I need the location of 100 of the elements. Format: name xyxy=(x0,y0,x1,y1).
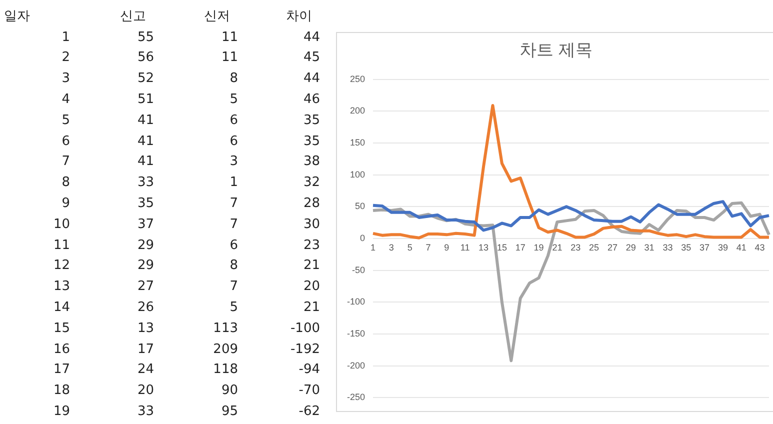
y-tick-label: 13 xyxy=(52,278,71,296)
data-label: 52 xyxy=(136,70,155,88)
x-tick-label: 19 xyxy=(534,242,544,252)
data-label: 8 xyxy=(228,257,239,276)
data-label: 35 xyxy=(302,132,321,151)
data-label: 35 xyxy=(302,112,321,130)
data-label: 41 xyxy=(136,153,155,172)
data-label: 7 xyxy=(228,216,239,234)
y-tick-label: -150 xyxy=(347,328,366,338)
data-label: 11 xyxy=(220,49,239,68)
y-tick-label: 6 xyxy=(60,132,71,151)
y-tick-label: 0 xyxy=(360,232,366,243)
y-tick-label: 2 xyxy=(60,49,71,68)
data-label: -94 xyxy=(298,361,321,380)
x-tick-label: 7 xyxy=(426,242,431,252)
data-label: 24 xyxy=(136,361,155,380)
data-label: 45 xyxy=(302,49,321,68)
y-tick-label: 100 xyxy=(350,169,366,180)
x-tick-label: 31 xyxy=(644,242,654,252)
x-tick-label: 11 xyxy=(460,242,470,252)
x-tick-label: 5 xyxy=(407,242,412,252)
data-label: 37 xyxy=(136,216,155,234)
y-tick-label: 150 xyxy=(350,138,366,148)
y-tick-label: -100 xyxy=(347,296,366,307)
data-label: 5 xyxy=(228,91,239,110)
data-label: 3 xyxy=(228,153,239,172)
y-tick-label: 17 xyxy=(52,361,71,380)
data-label: 21 xyxy=(302,299,321,318)
y-tick-label: 50 xyxy=(355,201,366,212)
data-label: 33 xyxy=(136,174,155,192)
y-tick-label: 1 xyxy=(60,28,71,47)
y-tick-label: 15 xyxy=(52,320,71,338)
x-tick-label: 13 xyxy=(478,242,489,252)
y-tick-label: 7 xyxy=(60,153,71,172)
x-tick-label: 27 xyxy=(607,242,618,252)
data-label: 5 xyxy=(228,299,239,318)
y-tick-label: 18 xyxy=(52,382,71,400)
y-tick-label: 10 xyxy=(52,216,71,234)
y-tick-label: 12 xyxy=(52,257,71,276)
data-label: 56 xyxy=(136,49,155,68)
data-label: -100 xyxy=(289,320,321,338)
x-tick-label: 23 xyxy=(570,242,581,252)
data-label: -192 xyxy=(289,340,321,359)
y-tick-label: -200 xyxy=(347,360,366,370)
data-label: 118 xyxy=(212,361,239,380)
data-label: -70 xyxy=(298,382,321,400)
data-label: 8 xyxy=(228,70,239,88)
y-axis-title: 일자 xyxy=(3,8,31,26)
x-tick-label: 15 xyxy=(496,242,507,252)
data-label: 41 xyxy=(136,132,155,151)
x-tick-label: 41 xyxy=(736,242,746,252)
data-label: 30 xyxy=(302,216,321,234)
data-label: 46 xyxy=(302,91,321,110)
y-tick-label: 5 xyxy=(60,112,71,130)
data-label: 44 xyxy=(302,28,321,47)
data-label: 28 xyxy=(302,195,321,214)
x-tick-label: 17 xyxy=(515,242,526,252)
x-tick-label: 차이 xyxy=(285,8,313,26)
x-tick-label: 37 xyxy=(700,242,710,252)
data-label: 20 xyxy=(136,382,155,400)
data-label: 35 xyxy=(136,195,155,214)
data-label: 209 xyxy=(212,340,239,359)
y-tick-label: 8 xyxy=(60,174,71,192)
y-tick-label: 19 xyxy=(52,403,71,422)
x-tick-label: 신고 xyxy=(119,8,147,26)
data-label: 38 xyxy=(302,153,321,172)
y-tick-label: 250 xyxy=(350,74,366,84)
data-label: 13 xyxy=(136,320,155,338)
data-label: 90 xyxy=(220,382,239,400)
x-tick-label: 43 xyxy=(754,242,765,252)
data-label: 33 xyxy=(136,403,155,422)
data-label: 6 xyxy=(228,132,239,151)
data-label: 11 xyxy=(220,28,239,47)
data-label: 29 xyxy=(136,257,155,276)
data-label: 113 xyxy=(212,320,239,338)
x-tick-label: 21 xyxy=(552,242,562,252)
y-tick-label: 14 xyxy=(52,299,71,318)
data-label: 21 xyxy=(302,257,321,276)
y-tick-label: 3 xyxy=(60,70,71,88)
data-label: -62 xyxy=(298,403,321,422)
data-label: 17 xyxy=(136,340,155,359)
x-tick-label: 25 xyxy=(589,242,600,252)
x-tick-label: 33 xyxy=(662,242,673,252)
data-label: 1 xyxy=(228,174,239,192)
data-label: 6 xyxy=(228,236,239,255)
y-tick-label: 9 xyxy=(60,195,71,214)
x-tick-label: 신저 xyxy=(203,8,231,26)
x-tick-label: 9 xyxy=(444,242,450,252)
chart-title: 차트 제목 xyxy=(519,40,593,61)
data-label: 32 xyxy=(302,174,321,192)
data-label: 55 xyxy=(136,28,155,47)
data-label: 7 xyxy=(228,278,239,296)
data-label: 44 xyxy=(302,70,321,88)
x-tick-label: 35 xyxy=(681,242,692,252)
data-label: 51 xyxy=(136,91,155,110)
data-label: 95 xyxy=(220,403,239,422)
x-tick-label: 29 xyxy=(626,242,636,252)
y-tick-label: 16 xyxy=(52,340,71,359)
x-tick-label: 39 xyxy=(718,242,728,252)
y-tick-label: 200 xyxy=(350,106,366,116)
